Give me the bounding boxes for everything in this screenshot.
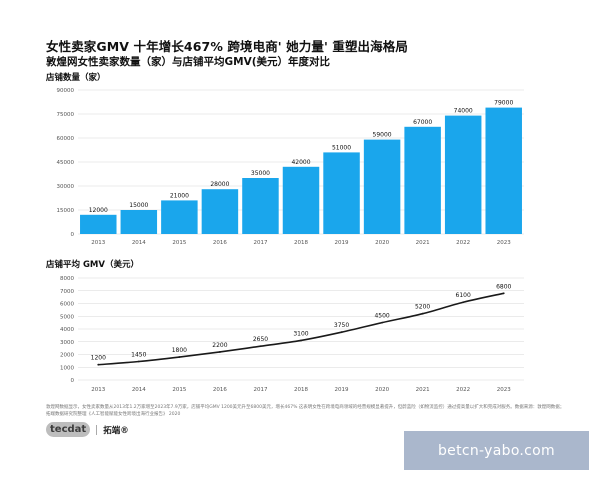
line-x-tick-label: 2013 [91,387,105,393]
line-point [462,301,465,304]
bar-value-label: 74000 [454,108,473,115]
line-value-label: 6800 [496,283,511,290]
shop-count-bar-chart: 0 15000 30000 45000 60000 75000 90000 12000 2013… [57,88,524,246]
bar [161,200,198,234]
bar [80,214,117,234]
bar [201,189,239,234]
bar-x-tick-label: 2014 [132,240,146,246]
logo-divider [96,424,98,435]
line-x-tick-label: 2020 [375,387,389,393]
line-y-tick-label: 5000 [60,314,74,320]
line-value-label: 6100 [456,292,471,299]
line-chart-label: 店铺平均 GMV（美元） [46,260,139,270]
line-y-tick-label: 6000 [60,302,74,308]
line-x-tick-label: 2021 [416,387,430,393]
bar-x-tick-label: 2013 [91,240,105,246]
watermark-banner: betcn-yabo.com [404,431,589,470]
bar-x-tick-label: 2017 [253,240,267,246]
bar [323,152,360,234]
page-subtitle: 敦煌网女性卖家数量（家）与店铺平均GMV(美元）年度对比 [46,56,330,68]
bar [363,139,401,234]
line-x-tick-label: 2022 [456,387,470,393]
line-point [97,363,100,366]
avg-gmv-line-chart: 0 1000 2000 3000 4000 5000 6000 7000 8000 1200 201… [60,276,524,393]
line-x-tick-label: 2014 [132,387,146,393]
line-value-label: 1800 [172,347,187,354]
line-y-tick-label: 1000 [60,365,74,371]
line-x-tick-label: 2016 [213,387,227,393]
bar [404,126,441,234]
bar-y-tick-label: 15000 [57,208,75,214]
line-value-label: 1450 [131,352,146,359]
bar-y-tick-label: 90000 [57,88,75,94]
bar-value-label: 59000 [373,132,392,139]
bar-y-tick-label: 45000 [57,160,75,166]
line-value-label: 2650 [253,336,268,343]
line-point [300,339,302,342]
bar-value-label: 15000 [129,202,148,209]
bar-x-tick-label: 2020 [375,240,389,246]
line-value-label: 3100 [293,330,308,337]
bar [485,107,522,234]
bar-x-tick-label: 2018 [294,240,308,246]
line-y-tick-label: 7000 [60,289,74,295]
bar-x-tick-label: 2019 [335,240,349,246]
line-y-tick-label: 3000 [60,340,74,346]
line-x-tick-label: 2015 [172,387,186,393]
bar-y-tick-label: 60000 [57,136,75,142]
line-point [137,360,140,363]
bar-chart-label: 店铺数量（家） [46,73,106,83]
bar-value-label: 51000 [332,144,351,151]
bar [282,166,320,234]
line-y-tick-label: 0 [71,378,75,384]
tecdat-logo-mark: tecdat [46,422,91,437]
line-point [340,331,343,334]
line-x-tick-label: 2019 [335,387,349,393]
bar-x-tick-label: 2023 [497,240,511,246]
bar-x-tick-label: 2021 [416,240,430,246]
bar-x-tick-label: 2016 [213,240,227,246]
bar-value-label: 67000 [413,119,432,126]
line-point [502,292,505,295]
brand-logo: tecdat 拓端® [46,422,129,437]
line-y-tick-label: 4000 [60,327,74,333]
line-value-label: 3750 [334,322,349,329]
line-x-tick-label: 2017 [253,387,267,393]
watermark-text: betcn-yabo.com [438,442,555,459]
bar-y-tick-label: 30000 [57,184,75,190]
bar-value-label: 21000 [170,192,189,199]
bar-x-tick-label: 2015 [172,240,186,246]
line-point [178,356,181,358]
bar-value-label: 12000 [89,207,108,214]
bar [120,210,158,234]
logo-cn-name: 拓端® [103,425,129,436]
line-x-tick-label: 2018 [294,387,308,393]
bar-y-tick-label: 75000 [57,112,75,118]
bar-value-label: 35000 [251,170,270,177]
line-y-tick-label: 8000 [60,276,74,282]
bar-y-tick-label: 0 [71,232,75,238]
line-x-tick-label: 2023 [497,387,511,393]
line-point [219,351,221,353]
line-value-label: 1200 [91,355,106,362]
line-point [421,312,424,315]
line-value-label: 4500 [374,313,389,320]
line-point [259,345,262,348]
bar-value-label: 79000 [494,100,513,107]
footnote: 敦煌网数据显示，女性卖家数量从2013年1.2万家增至2023年7.9万家，店铺… [46,405,565,417]
page-title: 女性卖家GMV 十年增长467% 跨境电商' 她力量' 重塑出海格局 [46,39,408,54]
bar [242,178,279,234]
bar-value-label: 28000 [210,181,229,188]
line-point [381,321,383,324]
line-value-label: 5200 [415,304,430,311]
line-y-tick-label: 2000 [60,353,74,359]
bar-value-label: 42000 [291,159,310,166]
bar [444,115,482,234]
line-value-label: 2200 [212,342,227,349]
bar-x-tick-label: 2022 [456,240,470,246]
